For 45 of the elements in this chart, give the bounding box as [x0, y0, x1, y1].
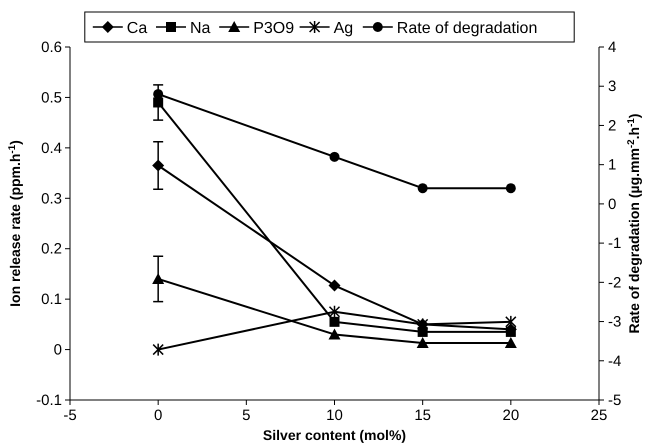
- legend-label: Na: [190, 20, 211, 37]
- point: [152, 272, 164, 284]
- point: [330, 316, 340, 327]
- y-tick-label: 0.5: [41, 89, 62, 106]
- legend-label: Ca: [126, 20, 148, 37]
- point: [328, 328, 340, 340]
- point: [506, 326, 516, 337]
- y-tick-label: 0: [54, 342, 62, 359]
- point: [328, 280, 340, 292]
- x-tick-label: 5: [242, 407, 251, 424]
- point: [152, 342, 164, 356]
- y2-tick-label: -5: [608, 392, 622, 409]
- y-tick-label: -0.1: [36, 392, 62, 409]
- y2-tick-label: 2: [608, 117, 616, 134]
- point: [152, 160, 164, 172]
- y2-tick-label: -3: [608, 314, 622, 331]
- y-tick-label: 0.2: [41, 240, 62, 258]
- point: [506, 183, 516, 194]
- legend-label: Rate of degradation: [396, 20, 538, 37]
- legend-label: Ag: [334, 20, 354, 37]
- y-tick-label: 0.6: [41, 39, 62, 56]
- y2-tick-label: -2: [608, 274, 622, 292]
- x-axis-title: Silver content (mol%): [262, 427, 406, 443]
- y-tick-label: 0.4: [41, 140, 62, 157]
- point: [328, 305, 340, 318]
- y2-tick-label: 4: [608, 39, 616, 56]
- point: [416, 337, 429, 348]
- point: [418, 183, 428, 194]
- x-tick-label: 0: [154, 407, 162, 424]
- y2-tick-label: -1: [608, 235, 622, 252]
- y-tick-label: 0.1: [41, 291, 62, 308]
- x-tick-label: 10: [326, 407, 343, 424]
- y-tick-label: 0.3: [41, 190, 62, 208]
- legend-label: P3O9: [253, 20, 294, 37]
- x-tick-label: 15: [414, 407, 432, 424]
- y2-tick-label: 0: [608, 196, 616, 213]
- point: [330, 152, 340, 162]
- point: [153, 97, 164, 108]
- x-tick-label: 20: [502, 407, 520, 424]
- y2-tick-label: 1: [608, 156, 616, 174]
- y2-tick-label: -4: [608, 352, 622, 370]
- y2-tick-label: 3: [608, 78, 616, 96]
- x-tick-label: 25: [590, 407, 608, 424]
- point: [504, 337, 517, 348]
- x-tick-label: -5: [63, 407, 77, 424]
